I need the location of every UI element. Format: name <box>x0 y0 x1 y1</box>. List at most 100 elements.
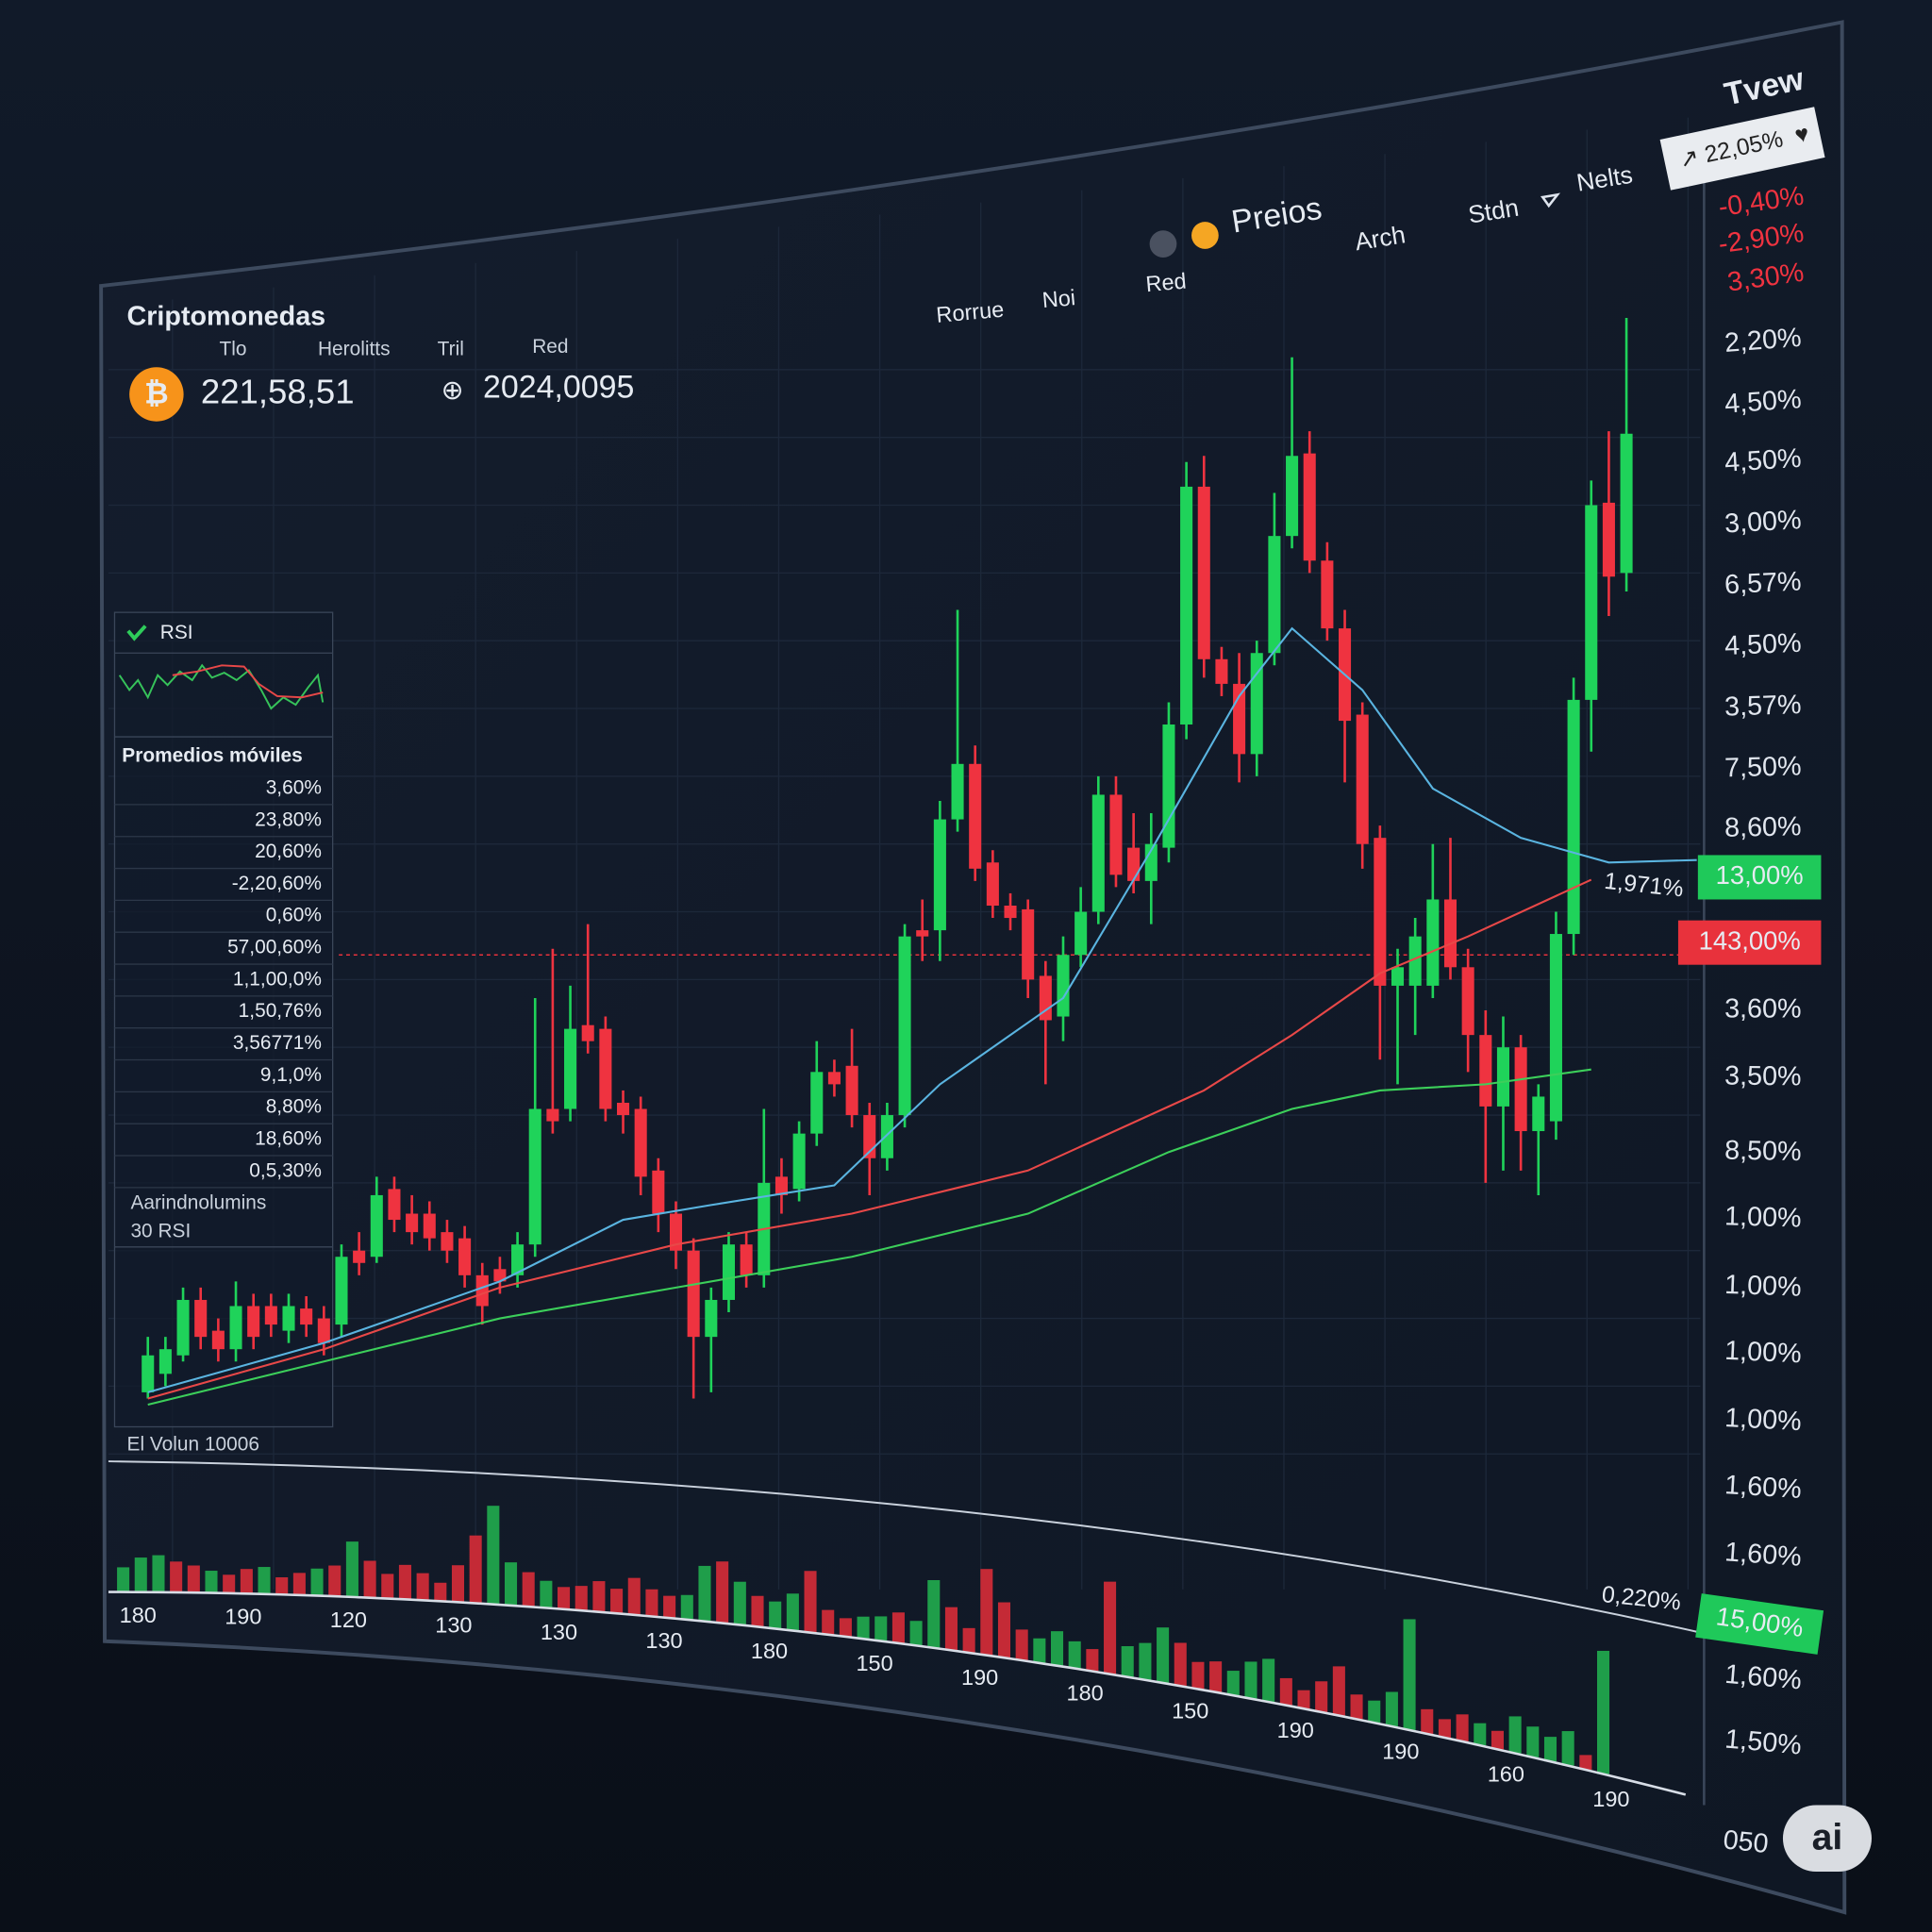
axis-label: 3,00% <box>1724 505 1802 539</box>
candle-body <box>1356 714 1369 844</box>
ticker-price: 221,58,51 <box>201 373 355 411</box>
axis-label: 2,20% <box>1724 323 1803 358</box>
volume-bar <box>1596 1650 1610 1774</box>
axis-label: 8,50% <box>1724 1136 1802 1168</box>
volume-bar <box>1456 1714 1469 1742</box>
volume-bar <box>1139 1642 1152 1680</box>
volume-bar <box>504 1562 518 1606</box>
candle-body <box>1391 967 1405 986</box>
subtab[interactable]: Rorrue <box>935 297 1005 327</box>
candle-body <box>1004 906 1017 919</box>
candle-body <box>158 1349 172 1374</box>
volume-bar <box>398 1564 411 1600</box>
candle-body <box>916 930 929 937</box>
candle-body <box>687 1250 700 1338</box>
price-tag <box>1677 920 1822 965</box>
volume-bar <box>1543 1737 1557 1762</box>
axis-label: 1,60% <box>1724 1659 1803 1696</box>
price-tag-text: 143,00% <box>1699 925 1801 955</box>
volume-bar <box>716 1561 729 1624</box>
candle-body <box>317 1318 330 1343</box>
candle-body <box>705 1299 718 1338</box>
column-header: Red <box>532 336 568 358</box>
candle-body <box>1091 794 1105 912</box>
candle-body <box>388 1189 401 1221</box>
volume-bar <box>451 1565 465 1603</box>
candle-body <box>581 1024 594 1041</box>
volume-bar <box>187 1565 200 1593</box>
volume-bar <box>575 1586 588 1611</box>
subtab[interactable]: Red <box>1144 269 1187 297</box>
ma-value: 8,80% <box>266 1096 322 1118</box>
dropdown-icon[interactable] <box>1540 192 1561 208</box>
ticker-title: Criptomonedas <box>127 302 326 332</box>
ma-value: 57,00,60% <box>227 937 322 958</box>
rsi-label: RSI <box>160 622 193 643</box>
candle-body <box>300 1308 313 1325</box>
candle-body <box>1022 908 1035 980</box>
candle-body <box>792 1133 806 1190</box>
price-tag <box>1695 1593 1824 1655</box>
volume-bar <box>627 1577 641 1615</box>
axis-label: 1,00% <box>1724 1201 1802 1233</box>
axis-label: 4,50% <box>1724 384 1802 420</box>
candle-body <box>898 936 911 1116</box>
ma-value: 3,56771% <box>233 1032 322 1054</box>
x-label: 150 <box>856 1651 892 1675</box>
candle-body <box>1144 843 1158 881</box>
volume-bar <box>769 1601 782 1629</box>
watermark: ai <box>1812 1817 1843 1857</box>
candle-body <box>1408 936 1422 986</box>
x-label: 190 <box>1277 1718 1314 1742</box>
section-label: Aarindnolumins <box>130 1192 266 1214</box>
volume-bar <box>310 1568 324 1596</box>
volume-bar <box>786 1593 799 1631</box>
volume-bar <box>416 1573 429 1601</box>
candle-body <box>176 1299 190 1356</box>
badge-bg <box>1659 107 1825 191</box>
volume-bar <box>592 1581 606 1612</box>
subtab[interactable]: Noi <box>1041 285 1076 312</box>
volume-bar <box>1174 1642 1187 1687</box>
candle-body <box>264 1306 277 1325</box>
x-label: 190 <box>225 1605 261 1629</box>
change-icon: ⊕ <box>441 375 464 406</box>
candle-body <box>211 1330 225 1350</box>
column-header: Herolitts <box>318 338 391 359</box>
candle-body <box>423 1213 436 1239</box>
monitor-panel <box>99 20 1847 1915</box>
candle-body <box>142 1355 155 1392</box>
x-label: 190 <box>961 1665 998 1690</box>
volume-bar <box>275 1577 289 1595</box>
volume-bar <box>258 1567 271 1594</box>
volume-bar <box>980 1569 993 1656</box>
rsi-sparkline <box>172 664 324 699</box>
ma-value: 1,1,00,0% <box>233 968 322 990</box>
volume-bar <box>698 1565 711 1622</box>
rsi-icon <box>126 625 147 641</box>
x-label: 180 <box>751 1639 788 1663</box>
candle-body <box>880 1115 893 1158</box>
x-label: 120 <box>330 1607 367 1632</box>
candle-body <box>1620 433 1633 574</box>
volume-bar <box>558 1587 571 1609</box>
column-header: Tlo <box>219 338 246 359</box>
candle-body <box>740 1244 753 1275</box>
badge-box[interactable]: ↗ 22,05% ♥ <box>1659 107 1825 191</box>
volume-bar <box>1157 1627 1170 1683</box>
ma-value: 23,80% <box>255 808 322 830</box>
candle-body <box>511 1244 525 1275</box>
volume-label: El Volun 10006 <box>127 1434 259 1456</box>
volume-bar <box>1579 1755 1592 1771</box>
volume-bar <box>1086 1649 1099 1672</box>
candle-body <box>1602 502 1615 577</box>
moving-average <box>147 1068 1591 1406</box>
volume-bar <box>997 1602 1011 1658</box>
column-header: Tril <box>438 338 464 359</box>
grid <box>108 117 1701 1590</box>
volume-baseline <box>108 1591 1687 1796</box>
volume-bar <box>1508 1716 1522 1754</box>
volume-bar <box>1474 1723 1487 1746</box>
candle-body <box>845 1065 858 1116</box>
candle-body <box>406 1213 419 1233</box>
